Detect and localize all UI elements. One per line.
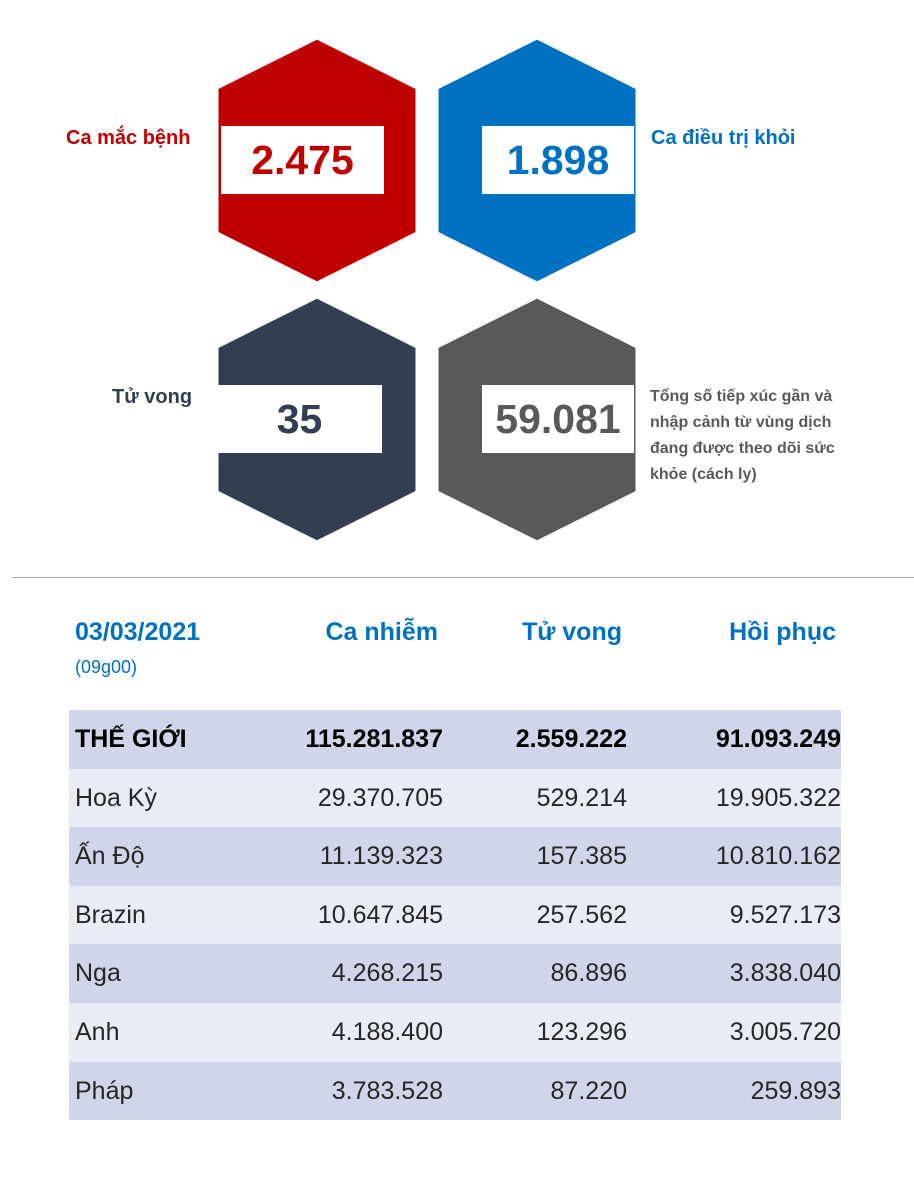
column-header-cases: Ca nhiễm xyxy=(325,618,438,646)
row-cases: 115.281.837 xyxy=(305,725,443,753)
table-row: Anh 4.188.400 123.296 3.005.720 xyxy=(69,1002,841,1062)
deaths-value: 35 xyxy=(217,385,382,453)
column-header-deaths: Tử vong xyxy=(521,618,622,646)
row-name: Ấn Độ xyxy=(75,842,145,871)
row-deaths: 529.214 xyxy=(536,783,627,812)
table-row: THẾ GIỚI 115.281.837 2.559.222 91.093.24… xyxy=(69,710,841,769)
table-time: (09g00) xyxy=(75,657,138,677)
row-deaths: 86.896 xyxy=(550,959,627,988)
cases-value: 2.475 xyxy=(221,126,384,194)
row-name: Brazin xyxy=(75,900,146,929)
world-table: THẾ GIỚI 115.281.837 2.559.222 91.093.24… xyxy=(69,710,841,1121)
monitored-hexagon: 59.081 xyxy=(437,297,637,542)
row-cases: 10.647.845 xyxy=(317,900,443,929)
row-cases: 4.268.215 xyxy=(331,959,443,988)
section-divider xyxy=(12,577,914,578)
row-recovered: 10.810.162 xyxy=(715,842,841,871)
row-deaths: 123.296 xyxy=(536,1017,627,1046)
row-recovered: 91.093.249 xyxy=(715,725,841,753)
table-row: Pháp 3.783.528 87.220 259.893 xyxy=(69,1061,841,1121)
table-row: Hoa Kỳ 29.370.705 529.214 19.905.322 xyxy=(69,768,841,828)
row-cases: 3.783.528 xyxy=(331,1076,443,1105)
table-row: Ấn Độ 11.139.323 157.385 10.810.162 xyxy=(69,827,841,886)
row-deaths: 87.220 xyxy=(550,1076,627,1105)
row-deaths: 157.385 xyxy=(536,842,627,871)
table-row: Nga 4.268.215 86.896 3.838.040 xyxy=(69,944,841,1003)
row-name: Pháp xyxy=(75,1076,134,1105)
row-name: Nga xyxy=(75,959,121,988)
cases-label: Ca mắc bệnh xyxy=(66,127,191,149)
monitored-note: Tổng số tiếp xúc gần và nhập cảnh từ vùn… xyxy=(650,388,835,483)
row-cases: 11.139.323 xyxy=(319,842,443,871)
row-deaths: 2.559.222 xyxy=(515,725,627,753)
row-cases: 29.370.705 xyxy=(317,783,443,812)
row-recovered: 9.527.173 xyxy=(729,900,841,929)
recovered-label: Ca điều trị khỏi xyxy=(651,127,796,149)
row-name: THẾ GIỚI xyxy=(75,725,187,753)
row-recovered: 3.838.040 xyxy=(729,959,841,988)
table-row: Brazin 10.647.845 257.562 9.527.173 xyxy=(69,885,841,945)
row-recovered: 259.893 xyxy=(750,1076,841,1105)
row-name: Hoa Kỳ xyxy=(75,783,157,812)
recovered-hexagon: 1.898 xyxy=(437,38,637,283)
row-name: Anh xyxy=(75,1017,120,1046)
row-cases: 4.188.400 xyxy=(331,1017,443,1046)
deaths-label: Tử vong xyxy=(112,386,193,408)
column-header-recovered: Hồi phục xyxy=(729,618,836,646)
monitored-value: 59.081 xyxy=(482,385,634,453)
row-recovered: 3.005.720 xyxy=(729,1017,841,1046)
cases-hexagon: 2.475 xyxy=(217,38,417,283)
row-recovered: 19.905.322 xyxy=(715,783,841,812)
recovered-value: 1.898 xyxy=(482,126,634,194)
deaths-hexagon: 35 xyxy=(217,297,417,542)
row-deaths: 257.562 xyxy=(536,900,627,929)
table-date: 03/03/2021 xyxy=(75,618,201,646)
